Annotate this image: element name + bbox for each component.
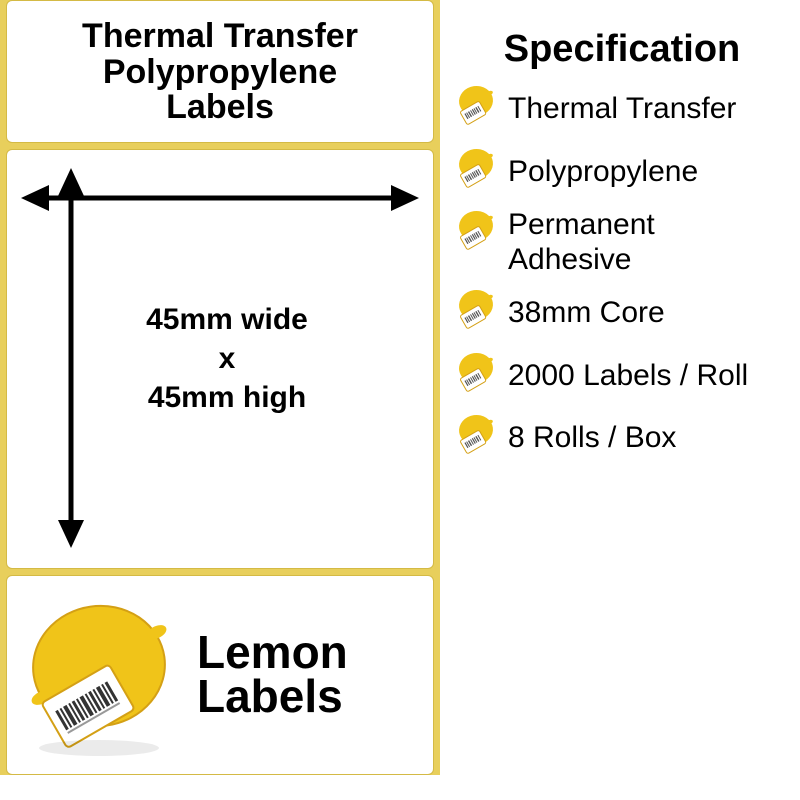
spec-item: Thermal Transfer xyxy=(454,83,790,136)
label-roll-strip: Thermal Transfer Polypropylene Labels 45… xyxy=(0,0,440,775)
spec-title: Specification xyxy=(454,28,790,71)
spec-item-label: Polypropylene xyxy=(508,155,790,190)
spec-item: Polypropylene xyxy=(454,146,790,199)
spec-item: 8 Rolls / Box xyxy=(454,412,790,465)
spec-bullet-icon xyxy=(454,146,498,199)
lemon-bullet-icon xyxy=(454,83,498,127)
spec-item-label: Thermal Transfer xyxy=(508,92,790,127)
lemon-labels-logo-icon xyxy=(21,590,181,760)
dimension-height: 45mm high xyxy=(97,378,357,417)
spec-bullet-icon xyxy=(454,412,498,465)
spec-item-label: 38mm Core xyxy=(508,296,790,331)
spec-list: Thermal Transfer Polypropylene xyxy=(454,83,790,465)
spec-bullet-icon xyxy=(454,287,498,340)
spec-item-label-line: Adhesive xyxy=(508,243,790,278)
brand-logo-label: Lemon Labels xyxy=(6,575,434,775)
spec-item: 38mm Core xyxy=(454,287,790,340)
brand-name-2: Labels xyxy=(197,675,348,719)
dimensions-label: 45mm wide x 45mm high xyxy=(6,149,434,569)
lemon-bullet-icon xyxy=(454,412,498,456)
lemon-bullet-icon xyxy=(454,208,498,252)
spec-bullet-icon xyxy=(454,83,498,136)
dimension-x: x xyxy=(97,339,357,378)
product-title-label: Thermal Transfer Polypropylene Labels xyxy=(6,0,434,143)
lemon-bullet-icon xyxy=(454,146,498,190)
lemon-bullet-icon xyxy=(454,287,498,331)
spec-item-label-line: Permanent xyxy=(508,208,790,243)
spec-item-label: 8 Rolls / Box xyxy=(508,421,790,456)
spec-item: PermanentAdhesive xyxy=(454,208,790,277)
spec-bullet-icon xyxy=(454,350,498,403)
left-panel: Thermal Transfer Polypropylene Labels 45… xyxy=(0,0,440,800)
dimension-text: 45mm wide x 45mm high xyxy=(97,300,357,417)
spec-item-label: 2000 Labels / Roll xyxy=(508,359,790,394)
specification-panel: Specification Thermal Transfer xyxy=(440,0,800,800)
spec-bullet-icon xyxy=(454,208,498,261)
brand-name-1: Lemon xyxy=(197,631,348,675)
title-line-2: Polypropylene xyxy=(19,55,421,91)
title-line-1: Thermal Transfer xyxy=(19,19,421,55)
spec-item: 2000 Labels / Roll xyxy=(454,350,790,403)
brand-name: Lemon Labels xyxy=(197,631,348,718)
spec-item-label: PermanentAdhesive xyxy=(508,208,790,277)
lemon-bullet-icon xyxy=(454,350,498,394)
dimension-width: 45mm wide xyxy=(97,300,357,339)
title-line-3: Labels xyxy=(19,90,421,126)
